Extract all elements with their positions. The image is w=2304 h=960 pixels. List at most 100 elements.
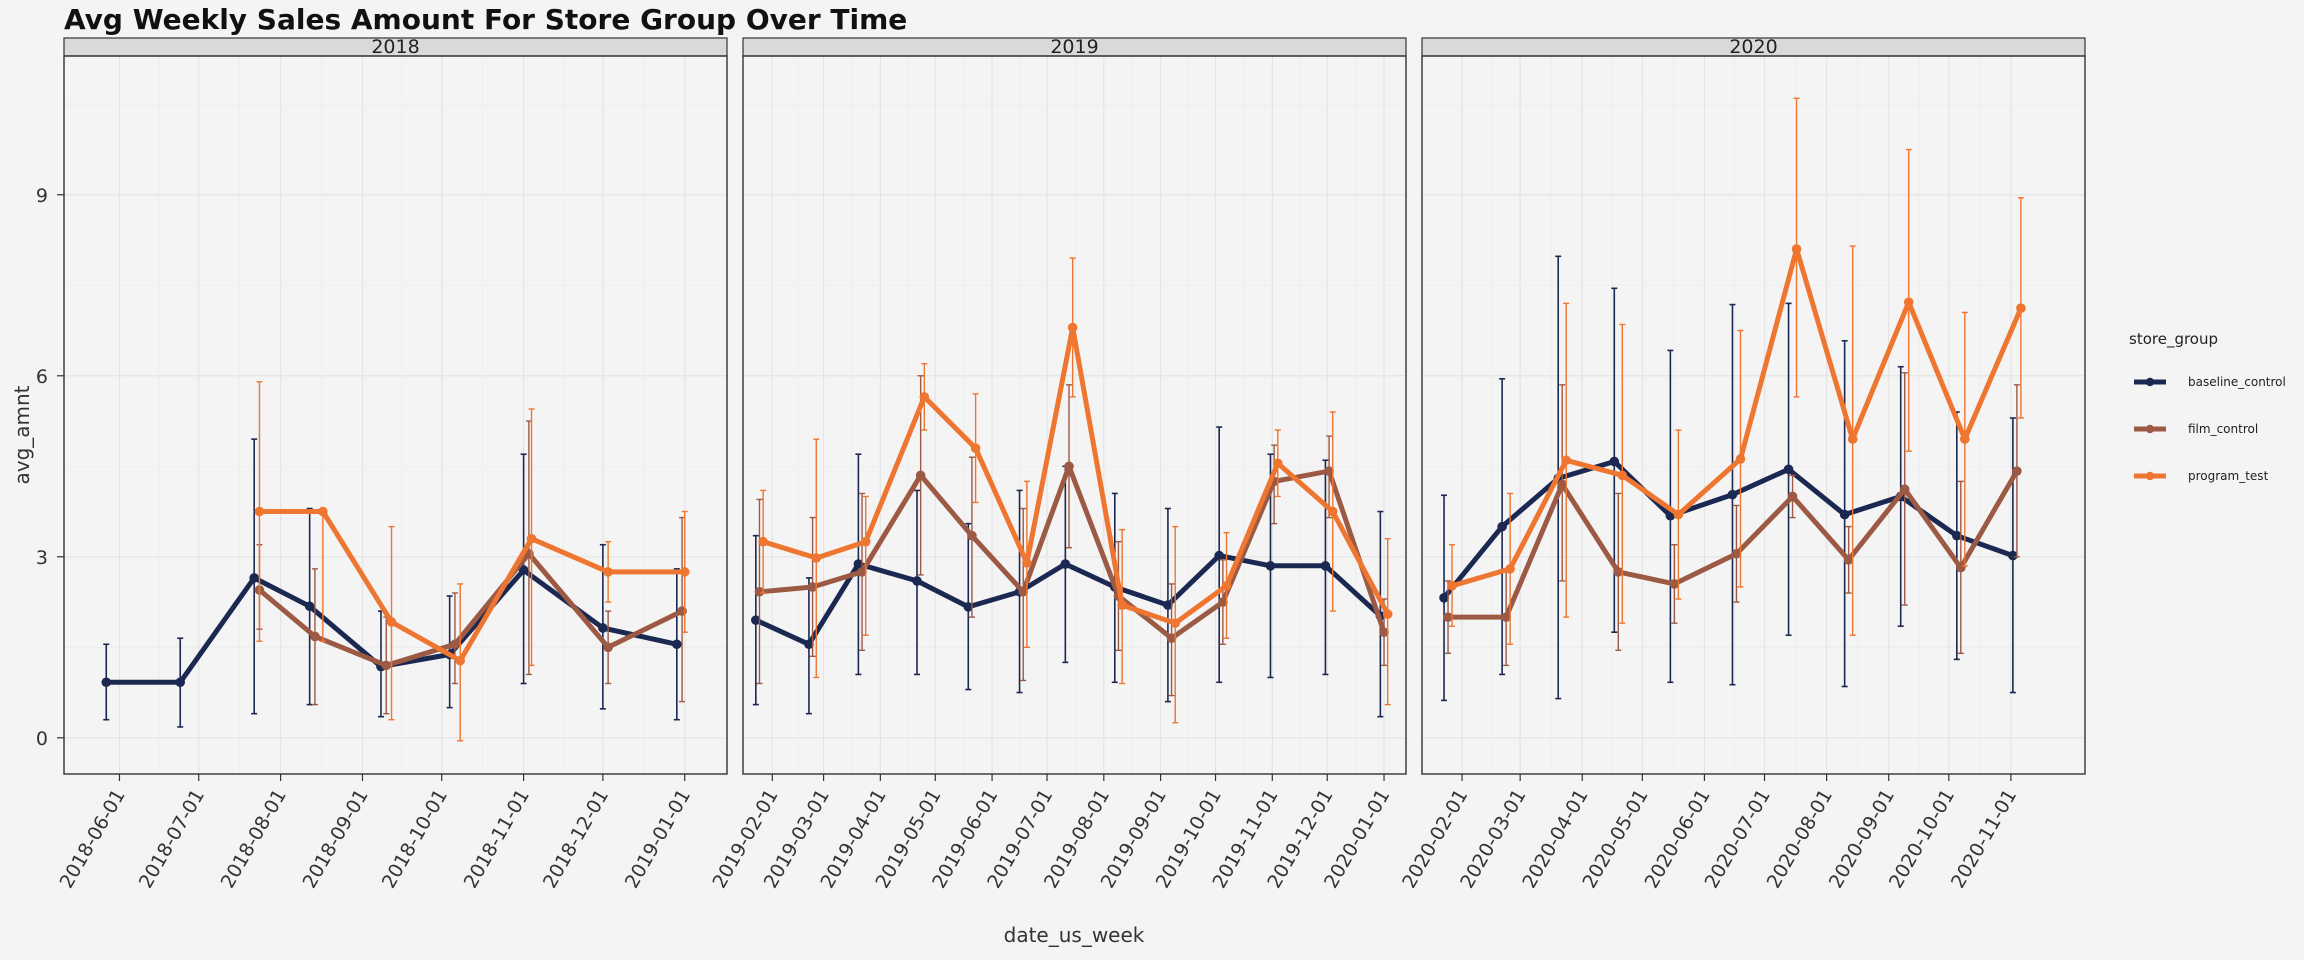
data-point (175, 677, 186, 688)
data-point (1443, 612, 1453, 622)
error-bar (862, 495, 869, 636)
panel-border (742, 55, 1407, 775)
legend-key-program_test (2134, 471, 2166, 481)
data-point (1669, 579, 1680, 589)
data-point (1327, 506, 1338, 517)
data-point (811, 553, 822, 563)
data-point (860, 536, 871, 547)
data-point (1673, 509, 1684, 520)
data-point (1505, 564, 1515, 574)
data-point (1952, 530, 1962, 541)
data-point (1117, 600, 1127, 610)
chart-title: Avg Weekly Sales Amount For Store Group … (64, 3, 907, 36)
data-point (1018, 586, 1029, 597)
legend-label-film_control: film_control (2188, 422, 2258, 436)
data-point (450, 639, 460, 650)
data-point (1067, 322, 1078, 333)
facet-strip-label: 2018 (371, 36, 419, 58)
x-tick-label: 2020-11-01 (1947, 786, 2021, 893)
data-point (1497, 521, 1507, 532)
data-point (1839, 509, 1850, 520)
data-point (1617, 470, 1628, 481)
panel-border (63, 55, 728, 775)
data-point (1783, 464, 1794, 475)
data-point (2012, 466, 2022, 476)
x-tick-label: 2018-11-01 (460, 786, 534, 893)
data-point (807, 582, 818, 592)
data-point (304, 601, 315, 612)
data-point (853, 559, 864, 569)
data-point (919, 392, 930, 402)
x-axis-label: date_us_week (1004, 923, 1145, 947)
data-point (101, 677, 112, 688)
data-point (598, 623, 608, 633)
error-bar (1384, 537, 1391, 706)
data-point (2016, 303, 2026, 314)
data-point (518, 565, 529, 575)
error-bar (451, 592, 458, 685)
data-point (310, 631, 320, 642)
data-point (857, 567, 867, 577)
chart-panels: 2018 2018-06-01 2018-07-01 2018-08-01 2018-0… (36, 36, 2086, 893)
data-point (754, 586, 765, 597)
data-point (751, 615, 761, 625)
data-point (1265, 561, 1276, 571)
data-point (1272, 458, 1283, 469)
data-point (1439, 593, 1449, 603)
legend-key-baseline_control (2134, 377, 2166, 387)
panel-2020: 20202020-02-012020-03-012020-04-012020-0… (1398, 36, 2086, 893)
data-point (672, 639, 682, 650)
y-axis-label: avg_amnt (10, 385, 34, 484)
data-point (1613, 567, 1624, 577)
panel-border (1421, 55, 2086, 775)
y-tick-label: 6 (36, 366, 48, 388)
x-tick-label: 2018-07-01 (135, 786, 209, 893)
data-point (1787, 491, 1798, 502)
data-point (1731, 548, 1742, 559)
data-point (249, 573, 259, 583)
data-point (1899, 484, 1910, 495)
data-point (912, 576, 922, 586)
data-point (1561, 455, 1572, 466)
data-point (381, 660, 392, 671)
facet-strip-label: 2020 (1729, 36, 1777, 58)
data-point (1166, 633, 1177, 644)
y-tick-label: 3 (36, 547, 48, 569)
facet-strip-label: 2019 (1050, 36, 1098, 58)
panel-2018: 2018 2018-06-01 2018-07-01 2018-08-01 2018-0… (36, 36, 728, 893)
data-point (804, 639, 814, 650)
data-point (758, 536, 768, 547)
data-point (1163, 600, 1173, 610)
data-point (679, 567, 690, 577)
panel-2019: 20192019-02-012019-03-012019-04-012019-0… (708, 36, 1407, 892)
data-point (1214, 550, 1224, 561)
series-film_control (1443, 372, 2022, 667)
data-point (1609, 456, 1620, 467)
data-point (455, 655, 466, 666)
data-point (1791, 244, 1802, 254)
data-point (603, 567, 613, 577)
data-point (2008, 550, 2018, 561)
x-tick-label: 2018-12-01 (539, 786, 613, 893)
legend-title: store_group (2129, 330, 2218, 349)
x-tick-label: 2018-06-01 (56, 786, 130, 893)
x-tick-label: 2018-08-01 (217, 786, 291, 893)
y-tick-label: 0 (36, 728, 48, 750)
x-tick-label: 2018-10-01 (378, 786, 452, 893)
data-point (1903, 297, 1914, 307)
data-point (318, 506, 328, 517)
legend: store_group baseline_control film_control… (2129, 330, 2286, 483)
data-point (386, 617, 397, 627)
data-point (1170, 618, 1181, 628)
series-program_test (1447, 97, 2026, 645)
panel-background (64, 56, 727, 774)
data-point (1324, 466, 1334, 476)
x-tick-label: 2020-08-01 (1763, 786, 1837, 893)
data-point (1847, 434, 1858, 444)
legend-label-baseline_control: baseline_control (2188, 375, 2286, 389)
data-point (963, 602, 974, 612)
y-tick-label: 9 (36, 185, 48, 207)
data-point (1557, 479, 1568, 490)
data-point (526, 533, 537, 544)
